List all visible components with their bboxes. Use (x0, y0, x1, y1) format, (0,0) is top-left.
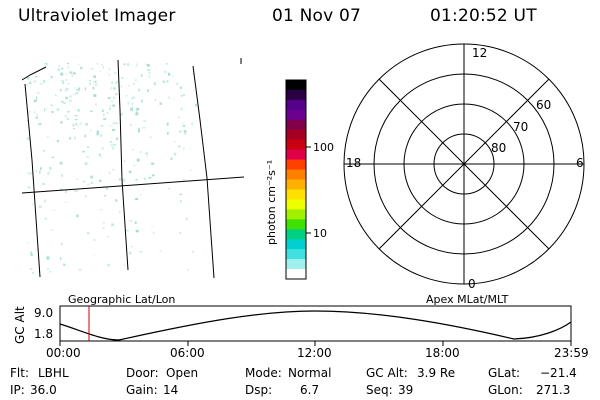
status-dsp-value: 6.7 (300, 383, 320, 397)
colorbar-cell (286, 229, 306, 240)
colorbar-cell (286, 109, 306, 121)
status-seq-value: 39 (398, 383, 414, 397)
x-tick-label-00: 00:00 (46, 346, 81, 360)
colorbar-cell (286, 219, 306, 230)
colorbar-cell (286, 249, 306, 260)
status-gcalt-label: GC Alt: (366, 366, 408, 380)
colorbar-cell (286, 99, 306, 111)
longitude-line-3 (192, 65, 215, 279)
colorbar-cell (286, 169, 306, 181)
colorbar-cell (286, 80, 306, 91)
polar-diagonal-2 (378, 78, 550, 250)
x-tick-label-18: 18:00 (425, 346, 460, 360)
colorbar-gradient (286, 80, 306, 280)
status-mode-label: Mode: (245, 366, 282, 380)
x-tick-label-2359: 23:59 (554, 346, 589, 360)
colorbar-cell (286, 269, 306, 280)
altitude-plot-left-label: Geographic Lat/Lon (68, 293, 176, 306)
colorbar-cell (286, 189, 306, 200)
status-glon-value: 271.3 (536, 383, 571, 397)
x-tick-label-12: 12:00 (297, 346, 332, 360)
polar-lat-label-60: 60 (536, 98, 552, 112)
longitude-line-2 (117, 59, 129, 271)
colorbar-cell (286, 149, 306, 161)
status-flt-label: Flt: (10, 366, 29, 380)
status-glat-value: −21.4 (540, 366, 577, 380)
altitude-tick-9: 9.0 (34, 306, 54, 320)
status-seq-label: Seq: (366, 383, 393, 397)
status-flt-value: LBHL (38, 366, 69, 380)
colorbar-cell (286, 179, 306, 191)
colorbar-cell (286, 209, 306, 220)
colorbar-tick-label-100: 100 (313, 141, 334, 154)
polar-label-12: 12 (472, 46, 488, 60)
x-tick-label-06: 06:00 (170, 346, 205, 360)
colorbar-cell (286, 129, 306, 141)
status-door-value: Open (166, 366, 199, 380)
polar-label-18: 18 (346, 156, 362, 170)
observation-date: 01 Nov 07 (272, 6, 362, 26)
colorbar-cell (286, 199, 306, 210)
colorbar-cell (286, 119, 306, 131)
observation-time: 01:20:52 UT (430, 6, 537, 26)
status-glat-label: GLat: (488, 366, 521, 380)
status-door-label: Door: (126, 366, 159, 380)
altitude-plot-right-label: Apex MLat/MLT (426, 293, 509, 306)
latitude-line-1 (21, 176, 245, 194)
colorbar-cell (286, 159, 306, 171)
status-ip-label: IP: (10, 383, 25, 397)
status-gain-label: Gain: (126, 383, 158, 397)
polar-label-6: 6 (576, 156, 584, 170)
status-ip-value: 36.0 (30, 383, 57, 397)
status-gain-value: 14 (163, 383, 179, 397)
status-dsp-label: Dsp: (245, 383, 273, 397)
polar-lat-label-80: 80 (491, 141, 507, 155)
altitude-curve (59, 310, 572, 341)
status-mode-value: Normal (288, 366, 332, 380)
colorbar-tick-label-10: 10 (313, 227, 327, 240)
altitude-tick-1-8: 1.8 (34, 327, 54, 341)
status-glon-label: GLon: (488, 383, 523, 397)
panel-corner-mark-left (21, 66, 47, 81)
polar-label-0: 0 (468, 277, 476, 291)
status-gcalt-value: 3.9 Re (417, 366, 456, 380)
uv-emission-speckles (26, 62, 197, 274)
instrument-title: Ultraviolet Imager (18, 6, 176, 26)
colorbar-cell (286, 89, 306, 101)
colorbar-cell (286, 239, 306, 250)
colorbar-cell (286, 259, 306, 270)
colorbar-frame (285, 79, 307, 280)
polar-lat-label-70: 70 (513, 120, 529, 134)
longitude-line-1 (24, 83, 41, 278)
colorbar-cell (286, 139, 306, 151)
